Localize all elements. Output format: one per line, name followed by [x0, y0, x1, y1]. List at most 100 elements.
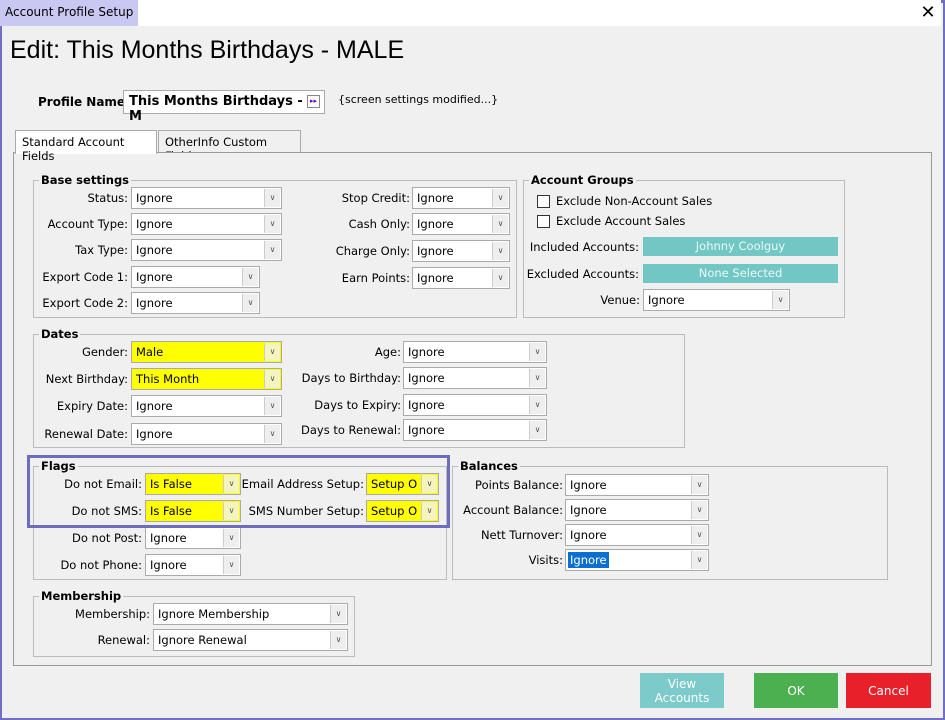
points-balance-label: Points Balance: — [475, 478, 563, 492]
chevron-down-icon[interactable]: ∨ — [421, 502, 437, 520]
chevron-down-icon[interactable]: ∨ — [264, 397, 280, 415]
fast-forward-icon[interactable]: ▸▸ — [307, 95, 320, 108]
renewal-label: Renewal: — [97, 633, 150, 647]
tax-type-label: Tax Type: — [75, 243, 128, 257]
do-not-email-dropdown[interactable]: Is False ∨ — [145, 473, 241, 495]
days-to-renewal-value: Ignore — [408, 423, 445, 437]
ok-button[interactable]: OK — [754, 673, 838, 708]
chevron-down-icon[interactable]: ∨ — [223, 475, 239, 493]
renewal-value: Ignore Renewal — [158, 633, 247, 647]
chevron-down-icon[interactable]: ∨ — [223, 529, 239, 547]
chevron-down-icon[interactable]: ∨ — [264, 215, 280, 233]
points-balance-value: Ignore — [570, 478, 607, 492]
status-label: Status: — [87, 191, 128, 205]
group-account-groups: Account Groups — [523, 173, 845, 318]
group-title: Dates — [39, 327, 81, 341]
tax-type-value: Ignore — [136, 243, 173, 257]
nett-turnover-dropdown[interactable]: Ignore ∨ — [565, 524, 709, 546]
export-code-2-dropdown[interactable]: Ignore ∨ — [131, 292, 260, 314]
charge-only-dropdown[interactable]: Ignore ∨ — [412, 240, 510, 262]
chevron-down-icon[interactable]: ∨ — [529, 421, 545, 439]
age-label: Age: — [374, 345, 401, 359]
group-dates: Dates — [33, 327, 685, 448]
tab-otherinfo-custom-fields[interactable]: OtherInfo Custom Fields — [158, 130, 301, 163]
cash-only-dropdown[interactable]: Ignore ∨ — [412, 213, 510, 235]
expiry-date-dropdown[interactable]: Ignore ∨ — [131, 395, 282, 417]
do-not-post-label: Do not Post: — [72, 531, 142, 545]
chevron-down-icon[interactable]: ∨ — [492, 189, 508, 207]
do-not-post-value: Ignore — [150, 531, 187, 545]
tab-standard-account-fields[interactable]: Standard Account Fields — [15, 130, 157, 163]
renewal-date-dropdown[interactable]: Ignore ∨ — [131, 423, 282, 445]
chevron-down-icon[interactable]: ∨ — [264, 370, 280, 388]
chevron-down-icon[interactable]: ∨ — [772, 291, 788, 309]
account-balance-dropdown[interactable]: Ignore ∨ — [565, 499, 709, 521]
venue-label: Venue: — [600, 293, 640, 307]
status-dropdown[interactable]: Ignore ∨ — [131, 187, 282, 209]
do-not-post-dropdown[interactable]: Ignore ∨ — [145, 527, 241, 549]
stop-credit-dropdown[interactable]: Ignore ∨ — [412, 187, 510, 209]
venue-dropdown[interactable]: Ignore ∨ — [643, 289, 790, 311]
window-title: Account Profile Setup — [0, 0, 139, 26]
gender-dropdown[interactable]: Male ∨ — [131, 341, 282, 363]
do-not-phone-dropdown[interactable]: Ignore ∨ — [145, 554, 241, 576]
chevron-down-icon[interactable]: ∨ — [691, 551, 707, 569]
cancel-button[interactable]: Cancel — [846, 673, 931, 708]
membership-dropdown[interactable]: Ignore Membership ∨ — [153, 603, 348, 625]
sms-number-setup-dropdown[interactable]: Setup O ∨ — [366, 500, 439, 522]
days-to-expiry-value: Ignore — [408, 398, 445, 412]
next-birthday-dropdown[interactable]: This Month ∨ — [131, 368, 282, 390]
profile-name-value: This Months Birthdays - M — [129, 94, 303, 124]
included-accounts-button[interactable]: Johnny Coolguy — [643, 237, 838, 256]
visits-dropdown[interactable]: Ignore ∨ — [565, 549, 709, 571]
chevron-down-icon[interactable]: ∨ — [264, 343, 280, 361]
days-to-birthday-dropdown[interactable]: Ignore ∨ — [403, 367, 547, 389]
chevron-down-icon[interactable]: ∨ — [242, 268, 258, 286]
chevron-down-icon[interactable]: ∨ — [529, 369, 545, 387]
chevron-down-icon[interactable]: ∨ — [223, 556, 239, 574]
chevron-down-icon[interactable]: ∨ — [691, 526, 707, 544]
nett-turnover-value: Ignore — [570, 528, 607, 542]
exclude-account-sales-checkbox[interactable] — [537, 215, 550, 228]
chevron-down-icon[interactable]: ∨ — [264, 425, 280, 443]
export-code-2-value: Ignore — [136, 296, 173, 310]
view-accounts-button[interactable]: View Accounts — [640, 673, 724, 708]
renewal-date-value: Ignore — [136, 427, 173, 441]
chevron-down-icon[interactable]: ∨ — [421, 475, 437, 493]
age-value: Ignore — [408, 345, 445, 359]
days-to-expiry-dropdown[interactable]: Ignore ∨ — [403, 394, 547, 416]
age-dropdown[interactable]: Ignore ∨ — [403, 341, 547, 363]
chevron-down-icon[interactable]: ∨ — [529, 343, 545, 361]
chevron-down-icon[interactable]: ∨ — [330, 631, 346, 649]
chevron-down-icon[interactable]: ∨ — [691, 476, 707, 494]
renewal-dropdown[interactable]: Ignore Renewal ∨ — [153, 629, 348, 651]
account-type-dropdown[interactable]: Ignore ∨ — [131, 213, 282, 235]
cash-only-value: Ignore — [417, 217, 454, 231]
account-balance-value: Ignore — [570, 503, 607, 517]
export-code-1-dropdown[interactable]: Ignore ∨ — [131, 266, 260, 288]
email-address-setup-dropdown[interactable]: Setup O ∨ — [366, 473, 439, 495]
chevron-down-icon[interactable]: ∨ — [492, 242, 508, 260]
account-type-value: Ignore — [136, 217, 173, 231]
do-not-sms-dropdown[interactable]: Is False ∨ — [145, 500, 241, 522]
days-to-renewal-dropdown[interactable]: Ignore ∨ — [403, 419, 547, 441]
tax-type-dropdown[interactable]: Ignore ∨ — [131, 239, 282, 261]
chevron-down-icon[interactable]: ∨ — [330, 605, 346, 623]
chevron-down-icon[interactable]: ∨ — [691, 501, 707, 519]
chevron-down-icon[interactable]: ∨ — [264, 189, 280, 207]
profile-name-input[interactable]: This Months Birthdays - M ▸▸ — [123, 90, 325, 124]
points-balance-dropdown[interactable]: Ignore ∨ — [565, 474, 709, 496]
next-birthday-value: This Month — [136, 372, 200, 386]
chevron-down-icon[interactable]: ∨ — [492, 269, 508, 287]
exclude-non-account-sales-checkbox[interactable] — [537, 195, 550, 208]
chevron-down-icon[interactable]: ∨ — [492, 215, 508, 233]
group-flags: Flags — [33, 459, 447, 580]
chevron-down-icon[interactable]: ∨ — [242, 294, 258, 312]
chevron-down-icon[interactable]: ∨ — [529, 396, 545, 414]
chevron-down-icon[interactable]: ∨ — [223, 502, 239, 520]
status-value: Ignore — [136, 191, 173, 205]
excluded-accounts-button[interactable]: None Selected — [643, 264, 838, 283]
chevron-down-icon[interactable]: ∨ — [264, 241, 280, 259]
earn-points-dropdown[interactable]: Ignore ∨ — [412, 267, 510, 289]
close-icon[interactable]: ✕ — [920, 2, 936, 23]
